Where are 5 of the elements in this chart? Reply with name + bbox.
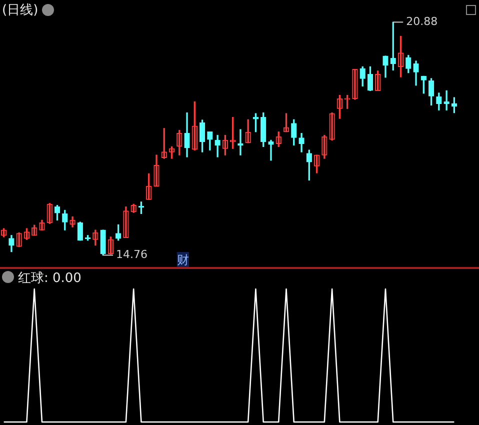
- annotation: 20.88: [406, 15, 438, 28]
- annotation: 14.76: [116, 248, 148, 262]
- annotation: 财: [177, 252, 189, 269]
- chart-title: 红球: 0.00: [18, 270, 82, 287]
- chart-title: (日线): [2, 2, 38, 19]
